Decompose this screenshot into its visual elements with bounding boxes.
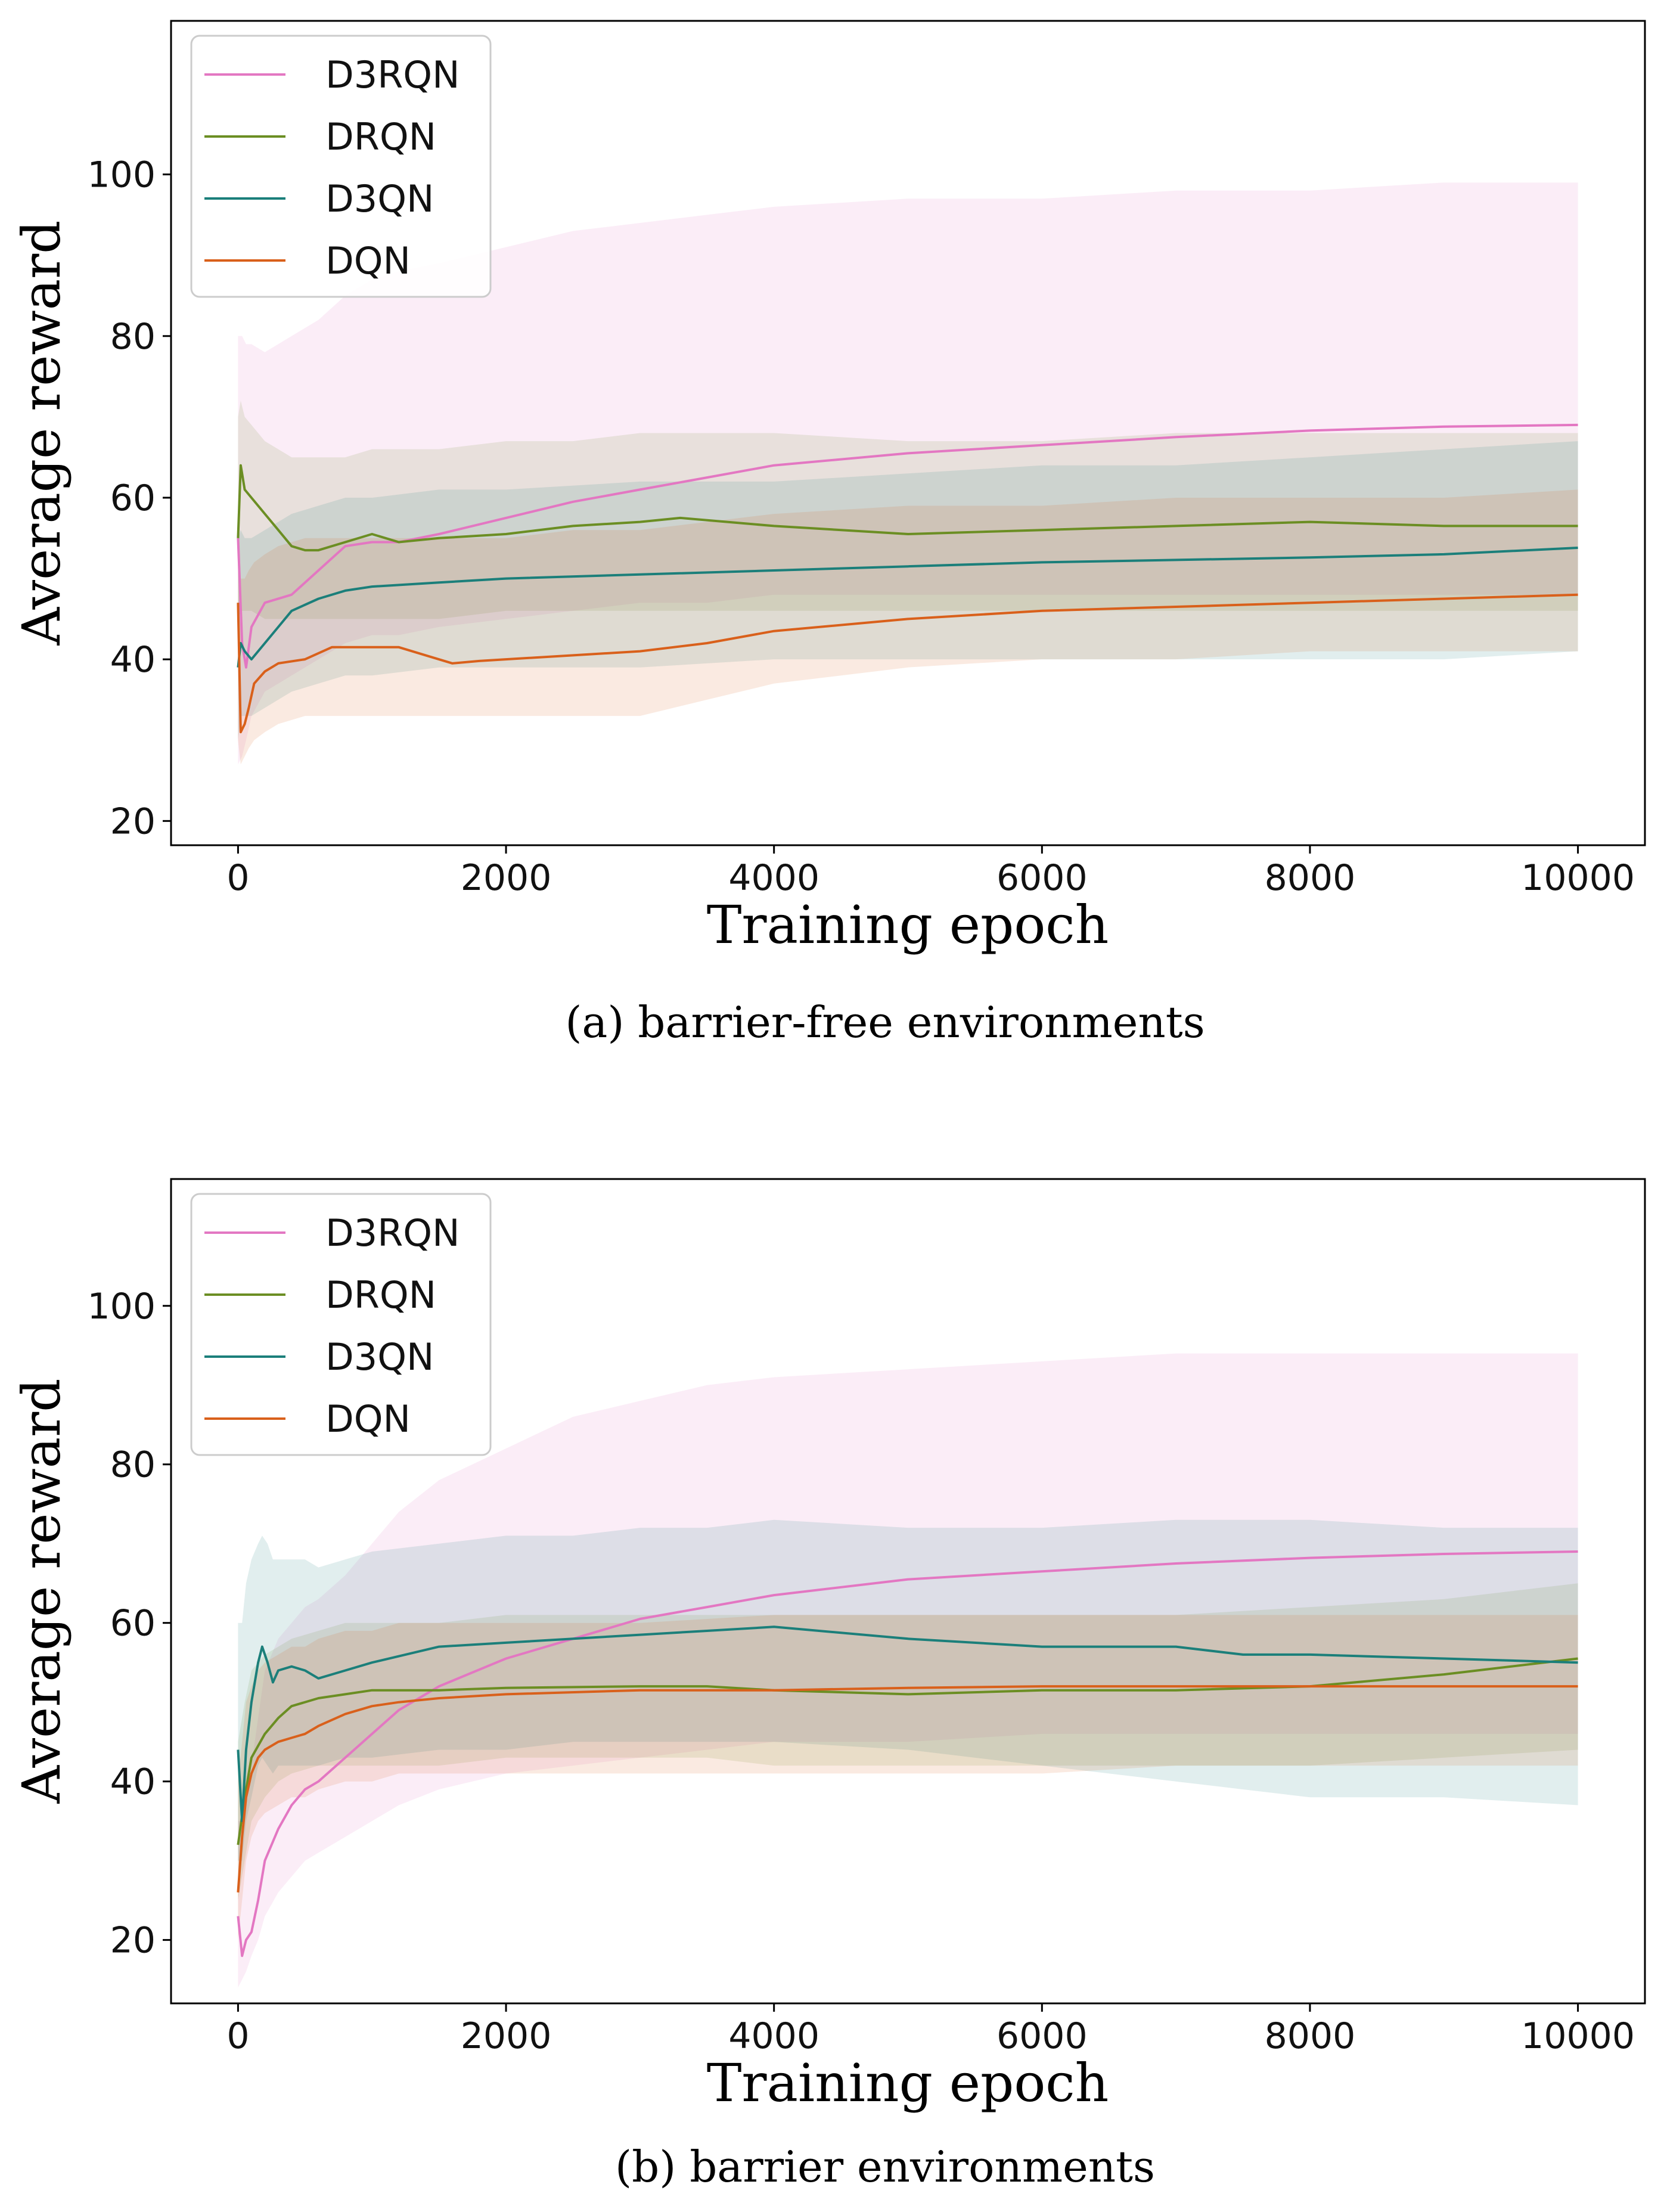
x-tick-label: 8000 [1265,2015,1356,2057]
y-tick-label: 80 [110,1444,156,1486]
line-drqn [237,1657,1578,1845]
mean-lines [237,423,1578,734]
line-dqn [237,1685,1578,1893]
band-d3rqn [238,182,1578,765]
x-axis-label: Training epoch [707,2052,1109,2114]
x-tick-label: 6000 [996,2015,1088,2057]
x-tick-label: 0 [226,857,249,899]
x-tick-label: 10000 [1521,857,1635,899]
x-tick-label: 2000 [461,857,552,899]
band-dqn [238,1615,1578,1940]
mean-lines [237,1550,1578,1957]
line-d3rqn [237,1550,1578,1957]
band-drqn [238,401,1578,619]
y-tick-label: 80 [110,316,156,358]
x-tick-label: 8000 [1265,857,1356,899]
band-d3qn [238,1519,1578,1861]
legend-label-d3rqn: D3RQN [325,1211,460,1255]
line-d3rqn [237,423,1578,669]
plot-frame [170,20,1646,846]
band-d3qn [238,441,1578,740]
x-axis-ticks: 0 2000 4000 6000 8000 10000 [226,845,1635,899]
y-tick-label: 100 [87,154,156,196]
chart-panel-a: 0 2000 4000 6000 8000 10000 20 40 60 80 100 Train… [11,20,1646,1047]
band-d3rqn [238,1353,1578,1988]
x-tick-label: 6000 [996,857,1088,899]
legend: D3RQN DRQN D3QN DQN [190,35,492,298]
variance-bands [238,1353,1578,1988]
y-tick-label: 40 [110,639,156,681]
caption-b: (b) barrier environments [615,2142,1155,2192]
y-axis-label: Average reward [11,220,72,646]
legend-label-dqn: DQN [325,1397,411,1441]
x-tick-label: 2000 [461,2015,552,2057]
x-tick-label: 4000 [728,857,819,899]
y-tick-label: 20 [110,801,156,842]
x-axis-label: Training epoch [707,894,1109,955]
legend-label-drqn: DRQN [325,1273,436,1317]
legend: D3RQN DRQN D3QN DQN [190,1193,492,1456]
line-d3qn [237,547,1578,668]
legend-label-dqn: DQN [325,239,411,283]
y-axis-ticks: 20 40 60 80 100 [87,154,171,842]
legend-label-d3rqn: D3RQN [325,53,460,97]
legend-box [190,35,492,298]
plot-frame [170,1178,1646,2005]
y-axis-ticks: 20 40 60 80 100 [87,1286,171,1962]
variance-bands [238,182,1578,765]
y-tick-label: 60 [110,1603,156,1645]
x-tick-label: 4000 [728,2015,819,2057]
legend-label-d3qn: D3QN [325,1335,434,1379]
legend-box [190,1193,492,1456]
x-axis-ticks: 0 2000 4000 6000 8000 10000 [226,2003,1635,2057]
x-tick-label: 0 [226,2015,249,2057]
y-tick-label: 60 [110,477,156,519]
y-axis-label: Average reward [11,1378,72,1804]
caption-a: (a) barrier-free environments [565,997,1204,1047]
chart-panel-b: 0 2000 4000 6000 8000 10000 20 40 60 80 100 Train… [11,1178,1646,2192]
line-d3qn [237,1625,1578,1823]
legend-label-drqn: DRQN [325,115,436,159]
line-drqn [237,464,1578,552]
y-tick-label: 20 [110,1920,156,1962]
band-drqn [238,1583,1578,1901]
x-tick-label: 10000 [1521,2015,1635,2057]
line-dqn [237,593,1578,734]
y-tick-label: 40 [110,1761,156,1803]
legend-label-d3qn: D3QN [325,177,434,221]
y-tick-label: 100 [87,1286,156,1327]
